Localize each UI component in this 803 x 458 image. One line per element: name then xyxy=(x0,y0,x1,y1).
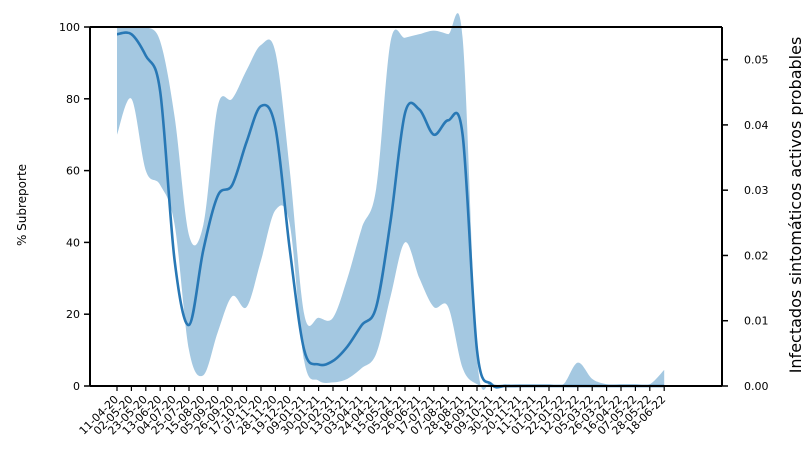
y2-tick-label: 0.01 xyxy=(744,315,769,328)
y-tick-label: 40 xyxy=(66,236,80,249)
y2-tick-label: 0.00 xyxy=(744,380,769,393)
y2-axis-title: Infectados sintomáticos activos probable… xyxy=(786,37,803,374)
confidence-band-layer xyxy=(117,13,665,390)
y2-tick-label: 0.02 xyxy=(744,249,769,262)
y-tick-label: 0 xyxy=(73,380,80,393)
y-axis-title: % Subreporte xyxy=(15,164,29,246)
y-tick-label: 60 xyxy=(66,165,80,178)
y2-tick-label: 0.04 xyxy=(744,119,769,132)
y-tick-label: 100 xyxy=(59,21,80,34)
ticks-layer: 0204060801000.000.010.020.030.040.0511-0… xyxy=(59,21,769,437)
y-tick-label: 20 xyxy=(66,308,80,321)
y2-tick-label: 0.05 xyxy=(744,54,769,67)
y2-tick-label: 0.03 xyxy=(744,184,769,197)
axes-layer xyxy=(89,26,723,387)
confidence-band xyxy=(117,13,665,390)
y-tick-label: 80 xyxy=(66,93,80,106)
